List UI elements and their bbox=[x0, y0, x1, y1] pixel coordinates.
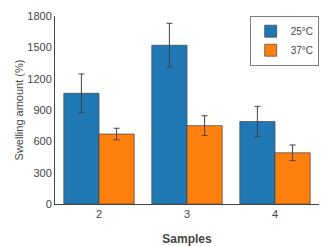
svg-text:25°C: 25°C bbox=[291, 26, 313, 37]
svg-text:1800: 1800 bbox=[27, 10, 51, 22]
svg-text:3: 3 bbox=[184, 208, 190, 220]
svg-text:600: 600 bbox=[33, 135, 51, 147]
svg-text:900: 900 bbox=[33, 104, 51, 116]
svg-text:4: 4 bbox=[272, 208, 278, 220]
svg-text:1200: 1200 bbox=[27, 73, 51, 85]
svg-text:37°C: 37°C bbox=[291, 45, 313, 56]
svg-text:1500: 1500 bbox=[27, 41, 51, 53]
svg-text:Swelling amount (%): Swelling amount (%) bbox=[13, 60, 25, 161]
svg-text:300: 300 bbox=[33, 167, 51, 179]
svg-text:Samples: Samples bbox=[162, 232, 212, 246]
svg-text:0: 0 bbox=[46, 198, 52, 210]
svg-text:2: 2 bbox=[96, 208, 102, 220]
